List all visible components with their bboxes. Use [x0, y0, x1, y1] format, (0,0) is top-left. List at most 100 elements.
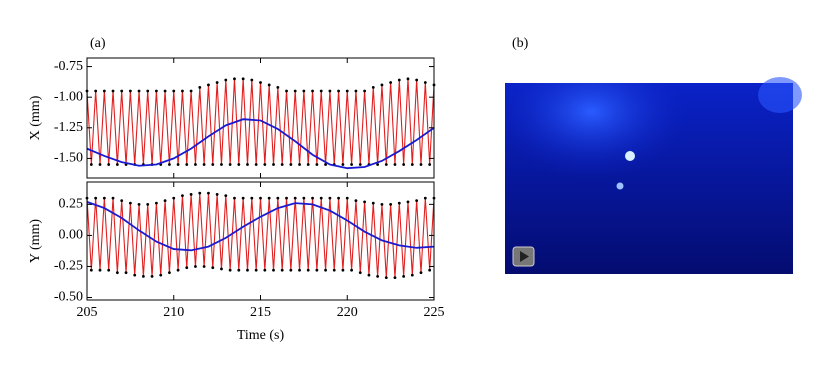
- data-point: [410, 163, 414, 166]
- data-point: [250, 196, 254, 200]
- data-point: [302, 89, 306, 93]
- data-point: [115, 271, 119, 275]
- data-point: [215, 81, 219, 84]
- data-point: [115, 163, 119, 166]
- data-point: [345, 89, 349, 93]
- video-frame: [505, 77, 802, 274]
- data-point: [172, 89, 176, 93]
- data-point: [371, 201, 375, 205]
- data-point: [189, 193, 193, 196]
- play-button[interactable]: [512, 246, 535, 267]
- data-point: [176, 268, 180, 272]
- data-point: [306, 268, 310, 272]
- data-point: [280, 268, 284, 272]
- data-point: [172, 196, 176, 200]
- data-point: [285, 196, 288, 200]
- data-point: [289, 268, 293, 272]
- data-point: [324, 163, 327, 166]
- data-point: [350, 268, 353, 272]
- data-point: [168, 163, 171, 166]
- data-point: [272, 163, 275, 166]
- data-point: [341, 163, 345, 166]
- y-tick-label: 0.00: [59, 228, 84, 243]
- data-point: [406, 200, 410, 204]
- data-point: [224, 78, 228, 82]
- data-point: [141, 275, 145, 278]
- data-point: [419, 163, 423, 166]
- data-point: [146, 202, 150, 206]
- data-point: [124, 271, 128, 275]
- data-point: [120, 89, 124, 93]
- data-point: [328, 196, 332, 200]
- data-point: [146, 89, 150, 93]
- data-point: [384, 276, 388, 280]
- data-point: [194, 265, 197, 268]
- data-point: [241, 77, 245, 81]
- data-point: [341, 268, 345, 272]
- data-point: [319, 89, 323, 93]
- data-point: [237, 268, 241, 272]
- data-point: [311, 89, 314, 93]
- data-point: [102, 196, 106, 200]
- data-point: [254, 163, 258, 166]
- data-point: [237, 163, 241, 166]
- data-point: [415, 199, 419, 203]
- data-point: [241, 196, 245, 200]
- data-point: [176, 163, 180, 166]
- data-point: [89, 163, 93, 166]
- data-point: [224, 194, 228, 198]
- data-point: [402, 275, 406, 278]
- data-point: [289, 163, 293, 166]
- data-point: [150, 275, 154, 278]
- data-point: [94, 89, 98, 93]
- x-tick-label: 210: [163, 305, 184, 320]
- data-point: [276, 196, 280, 200]
- data-point: [428, 268, 432, 272]
- data-point: [202, 163, 206, 166]
- data-point: [397, 78, 401, 82]
- y-tick-label: -1.00: [54, 89, 83, 104]
- data-point: [155, 89, 158, 93]
- data-point: [98, 268, 102, 272]
- data-point: [163, 89, 167, 93]
- data-point: [428, 163, 432, 166]
- data-point: [189, 89, 193, 93]
- panel-label: (b): [512, 36, 529, 51]
- data-point: [423, 196, 427, 200]
- data-point: [163, 199, 167, 203]
- data-point: [332, 268, 336, 272]
- data-point: [376, 163, 380, 166]
- data-point: [233, 196, 236, 200]
- data-point: [350, 163, 353, 166]
- data-point: [133, 273, 137, 277]
- data-point: [267, 196, 271, 200]
- data-point: [250, 78, 254, 82]
- y-tick-label: 0.25: [59, 197, 84, 212]
- data-point: [328, 89, 332, 93]
- data-point: [155, 201, 158, 205]
- data-point: [389, 81, 393, 84]
- data-point: [202, 265, 206, 268]
- data-point: [380, 83, 384, 87]
- data-point: [102, 89, 106, 93]
- data-point: [393, 276, 397, 280]
- data-point: [393, 163, 397, 166]
- y-tick-label: -0.75: [54, 59, 83, 74]
- data-point: [415, 78, 419, 82]
- data-point: [311, 196, 314, 200]
- y-axis-label: X (mm): [28, 95, 43, 140]
- data-point: [211, 163, 215, 166]
- data-point: [98, 163, 102, 166]
- data-point: [215, 193, 219, 196]
- data-point: [94, 196, 98, 200]
- data-point: [315, 163, 319, 166]
- data-point: [259, 196, 262, 200]
- data-point: [380, 202, 384, 206]
- data-point: [298, 163, 301, 166]
- data-point: [259, 81, 262, 84]
- data-point: [354, 199, 358, 203]
- data-point: [159, 273, 163, 277]
- data-point: [285, 89, 288, 93]
- data-point: [337, 89, 340, 93]
